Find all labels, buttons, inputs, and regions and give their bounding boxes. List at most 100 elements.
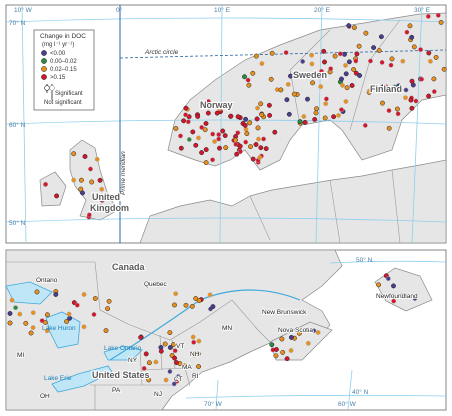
site-marker (315, 330, 321, 335)
site-marker (351, 67, 357, 72)
site-marker (322, 115, 328, 121)
site-marker (391, 293, 397, 299)
site-marker (235, 130, 241, 136)
site-marker (418, 47, 424, 53)
site-marker (17, 311, 23, 317)
site-marker (344, 85, 350, 91)
site-marker (319, 68, 324, 74)
site-marker (98, 204, 104, 210)
site-marker (323, 101, 329, 107)
site-marker (250, 70, 256, 76)
site-marker (196, 338, 202, 344)
site-marker (269, 50, 275, 56)
site-marker (210, 304, 216, 310)
site-marker (138, 334, 144, 340)
site-markers (42, 12, 447, 220)
site-marker (242, 74, 247, 80)
site-marker (243, 139, 249, 145)
site-marker (247, 120, 253, 126)
site-marker (9, 297, 15, 303)
site-marker (78, 177, 84, 183)
site-marker (413, 98, 419, 104)
site-marker (356, 43, 362, 49)
site-marker (386, 108, 392, 114)
site-marker (245, 77, 251, 83)
site-marker (426, 93, 432, 99)
site-marker (286, 111, 292, 117)
site-marker (178, 145, 184, 151)
site-marker (399, 293, 405, 299)
site-marker (301, 114, 307, 119)
site-marker (205, 110, 211, 116)
site-marker (266, 102, 272, 108)
site-marker (409, 105, 415, 111)
site-marker (404, 29, 410, 35)
site-marker (435, 12, 441, 18)
legend-swatch (41, 74, 47, 80)
site-marker (312, 116, 318, 122)
latitude-label: 50° N (356, 256, 373, 264)
site-marker (297, 72, 302, 78)
site-marker (273, 353, 279, 359)
site-marker (258, 101, 264, 107)
site-marker (257, 155, 263, 160)
site-marker (196, 364, 202, 369)
site-marker (178, 133, 183, 139)
site-marker (203, 121, 209, 126)
country-label: Sweden (293, 70, 327, 80)
site-marker (143, 351, 149, 357)
lake-label: Lake Huron (42, 325, 76, 332)
site-marker (207, 103, 213, 109)
site-marker (190, 334, 196, 340)
site-marker (172, 348, 178, 354)
site-marker (233, 137, 238, 143)
legend-label: Significant (55, 91, 83, 97)
site-marker (86, 212, 92, 218)
site-marker (296, 330, 302, 336)
site-marker (28, 330, 34, 336)
country-label: Norway (200, 100, 233, 110)
site-marker (407, 23, 413, 29)
legend-swatch (41, 58, 47, 64)
site-marker (158, 348, 164, 354)
province-label: Newfoundland (376, 293, 418, 300)
province-label: Ontario (36, 277, 58, 284)
legend-swatch (41, 50, 47, 56)
site-marker (336, 112, 341, 118)
country-border (6, 261, 271, 343)
site-marker (185, 119, 191, 125)
site-marker (408, 97, 414, 103)
site-marker (216, 136, 222, 142)
site-marker (153, 359, 159, 365)
site-marker (395, 111, 401, 117)
country-label: Canada (112, 262, 146, 272)
site-marker (243, 116, 249, 122)
site-marker (376, 48, 382, 54)
state-label: RI (192, 373, 199, 380)
site-marker (7, 311, 13, 316)
site-marker (105, 306, 111, 312)
site-markers (7, 273, 418, 387)
site-marker (284, 97, 290, 103)
site-marker (366, 88, 372, 94)
site-marker (346, 23, 352, 29)
site-marker (343, 99, 349, 104)
site-marker (375, 87, 381, 93)
site-marker (279, 336, 285, 342)
lake (51, 365, 113, 393)
great-britain (69, 139, 119, 221)
site-marker (203, 147, 209, 153)
site-marker (255, 105, 260, 111)
site-marker (291, 91, 297, 97)
site-marker (288, 348, 294, 353)
latitude-label: 50° N (9, 219, 26, 227)
site-marker (283, 50, 289, 56)
site-marker (268, 76, 274, 82)
site-marker (368, 58, 373, 64)
legend-label: >0.15 (50, 75, 66, 81)
site-marker (426, 50, 432, 56)
site-marker (438, 19, 444, 25)
site-marker (167, 330, 173, 336)
site-marker (346, 59, 352, 65)
